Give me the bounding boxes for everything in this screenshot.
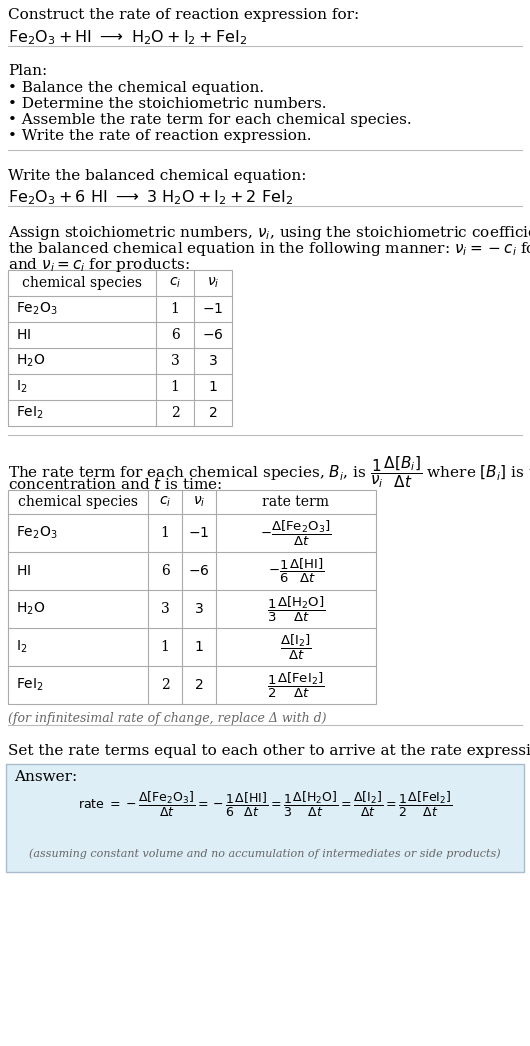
Text: $\mathrm{Fe_2O_3}$: $\mathrm{Fe_2O_3}$ bbox=[16, 525, 58, 541]
Text: $-\dfrac{1}{6}\dfrac{\Delta[\mathrm{HI}]}{\Delta t}$: $-\dfrac{1}{6}\dfrac{\Delta[\mathrm{HI}]… bbox=[268, 556, 324, 585]
Text: • Assemble the rate term for each chemical species.: • Assemble the rate term for each chemic… bbox=[8, 113, 412, 127]
FancyBboxPatch shape bbox=[6, 764, 524, 872]
Text: $\mathrm{I_2}$: $\mathrm{I_2}$ bbox=[16, 379, 28, 395]
Text: $\mathrm{Fe_2O_3 + HI \ \longrightarrow \ H_2O + I_2 + FeI_2}$: $\mathrm{Fe_2O_3 + HI \ \longrightarrow … bbox=[8, 28, 247, 47]
Text: $-6$: $-6$ bbox=[202, 328, 224, 342]
Text: • Balance the chemical equation.: • Balance the chemical equation. bbox=[8, 81, 264, 95]
Text: $-6$: $-6$ bbox=[188, 564, 210, 578]
Text: (for infinitesimal rate of change, replace Δ with d): (for infinitesimal rate of change, repla… bbox=[8, 712, 326, 725]
Text: 1: 1 bbox=[171, 380, 180, 394]
Text: $\dfrac{1}{2}\dfrac{\Delta[\mathrm{FeI_2}]}{\Delta t}$: $\dfrac{1}{2}\dfrac{\Delta[\mathrm{FeI_2… bbox=[267, 670, 325, 700]
Text: $\mathrm{Fe_2O_3}$: $\mathrm{Fe_2O_3}$ bbox=[16, 301, 58, 317]
Text: $\nu_i$: $\nu_i$ bbox=[193, 495, 205, 509]
Text: $\mathrm{FeI_2}$: $\mathrm{FeI_2}$ bbox=[16, 405, 44, 422]
Text: $-1$: $-1$ bbox=[188, 526, 210, 540]
Text: 1: 1 bbox=[161, 526, 170, 540]
Text: 1: 1 bbox=[171, 302, 180, 316]
Text: Assign stoichiometric numbers, $\nu_i$, using the stoichiometric coefficients, $: Assign stoichiometric numbers, $\nu_i$, … bbox=[8, 224, 530, 242]
Text: $3$: $3$ bbox=[208, 354, 218, 368]
Text: The rate term for each chemical species, $B_i$, is $\dfrac{1}{\nu_i}\dfrac{\Delt: The rate term for each chemical species,… bbox=[8, 454, 530, 490]
Text: $\mathrm{H_2O}$: $\mathrm{H_2O}$ bbox=[16, 353, 45, 369]
Text: $c_i$: $c_i$ bbox=[169, 276, 181, 290]
Bar bbox=[8, 490, 376, 704]
Text: $2$: $2$ bbox=[195, 678, 204, 692]
Text: $c_i$: $c_i$ bbox=[159, 495, 171, 509]
Text: $\mathrm{FeI_2}$: $\mathrm{FeI_2}$ bbox=[16, 677, 44, 693]
Text: Set the rate terms equal to each other to arrive at the rate expression:: Set the rate terms equal to each other t… bbox=[8, 744, 530, 758]
Text: $\dfrac{\Delta[\mathrm{I_2}]}{\Delta t}$: $\dfrac{\Delta[\mathrm{I_2}]}{\Delta t}$ bbox=[280, 633, 312, 662]
Text: $-1$: $-1$ bbox=[202, 302, 224, 316]
Text: $3$: $3$ bbox=[194, 602, 204, 616]
Text: $2$: $2$ bbox=[208, 406, 218, 420]
Text: rate $= -\dfrac{\Delta[\mathrm{Fe_2O_3}]}{\Delta t} = -\dfrac{1}{6}\dfrac{\Delta: rate $= -\dfrac{\Delta[\mathrm{Fe_2O_3}]… bbox=[78, 790, 452, 819]
Text: 2: 2 bbox=[171, 406, 179, 420]
Text: 3: 3 bbox=[171, 354, 179, 368]
Text: Write the balanced chemical equation:: Write the balanced chemical equation: bbox=[8, 169, 306, 183]
Text: 1: 1 bbox=[161, 640, 170, 654]
Text: $\dfrac{1}{3}\dfrac{\Delta[\mathrm{H_2O}]}{\Delta t}$: $\dfrac{1}{3}\dfrac{\Delta[\mathrm{H_2O}… bbox=[267, 594, 325, 623]
Text: $\mathrm{H_2O}$: $\mathrm{H_2O}$ bbox=[16, 600, 45, 617]
Text: chemical species: chemical species bbox=[18, 495, 138, 509]
Text: 6: 6 bbox=[161, 564, 170, 578]
Text: and $\nu_i = c_i$ for products:: and $\nu_i = c_i$ for products: bbox=[8, 256, 190, 274]
Text: chemical species: chemical species bbox=[22, 276, 142, 290]
Text: • Write the rate of reaction expression.: • Write the rate of reaction expression. bbox=[8, 129, 312, 143]
Text: 6: 6 bbox=[171, 328, 179, 342]
Text: $1$: $1$ bbox=[208, 380, 218, 394]
Text: • Determine the stoichiometric numbers.: • Determine the stoichiometric numbers. bbox=[8, 97, 326, 111]
Text: (assuming constant volume and no accumulation of intermediates or side products): (assuming constant volume and no accumul… bbox=[29, 848, 501, 859]
Text: Construct the rate of reaction expression for:: Construct the rate of reaction expressio… bbox=[8, 8, 359, 22]
Text: concentration and $t$ is time:: concentration and $t$ is time: bbox=[8, 476, 222, 492]
Text: $\mathrm{HI}$: $\mathrm{HI}$ bbox=[16, 328, 31, 342]
Text: 3: 3 bbox=[161, 602, 170, 616]
Text: $1$: $1$ bbox=[194, 640, 204, 654]
Text: 2: 2 bbox=[161, 678, 170, 692]
Text: $\mathrm{HI}$: $\mathrm{HI}$ bbox=[16, 564, 31, 578]
Bar bbox=[8, 270, 232, 426]
Text: Plan:: Plan: bbox=[8, 64, 47, 78]
Text: rate term: rate term bbox=[262, 495, 330, 509]
Text: $\mathrm{Fe_2O_3 + 6\ HI \ \longrightarrow \ 3\ H_2O + I_2 + 2\ FeI_2}$: $\mathrm{Fe_2O_3 + 6\ HI \ \longrightarr… bbox=[8, 188, 293, 207]
Text: the balanced chemical equation in the following manner: $\nu_i = -c_i$ for react: the balanced chemical equation in the fo… bbox=[8, 240, 530, 258]
Text: $-\dfrac{\Delta[\mathrm{Fe_2O_3}]}{\Delta t}$: $-\dfrac{\Delta[\mathrm{Fe_2O_3}]}{\Delt… bbox=[260, 519, 332, 548]
Text: $\mathrm{I_2}$: $\mathrm{I_2}$ bbox=[16, 639, 28, 655]
Text: Answer:: Answer: bbox=[14, 770, 77, 784]
Text: $\nu_i$: $\nu_i$ bbox=[207, 276, 219, 290]
